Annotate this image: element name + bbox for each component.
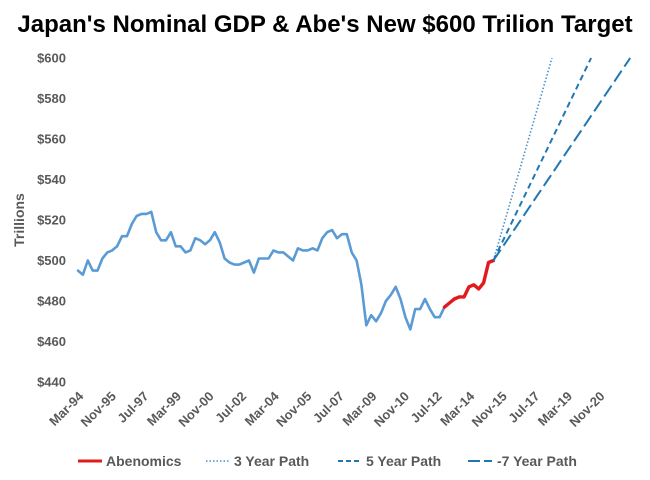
series-line-history xyxy=(76,210,446,331)
x-tick-label: Nov-10 xyxy=(371,389,412,430)
plot-area xyxy=(76,57,632,331)
y-tick-label: $540 xyxy=(37,172,66,187)
y-tick-label: $480 xyxy=(37,294,66,309)
x-tick-label: Nov-95 xyxy=(78,389,119,430)
x-tick-label: Nov-20 xyxy=(566,389,607,430)
legend: Abenomics 3 Year Path 5 Year Path -7 Yea… xyxy=(78,453,577,469)
y-tick-label: $500 xyxy=(37,253,66,268)
y-axis: $440 $460 $480 $500 $520 $540 $560 $580 $600 xyxy=(37,51,66,390)
chart-title: Japan's Nominal GDP & Abe's New $600 Tri… xyxy=(17,11,632,38)
y-axis-label: Trillions xyxy=(11,193,27,247)
legend-label-3-year: 3 Year Path xyxy=(234,453,309,469)
x-tick-label: Nov-15 xyxy=(469,389,510,430)
series-line-path3 xyxy=(492,57,553,261)
series-line-abenomics xyxy=(442,258,496,309)
legend-label-5-year: 5 Year Path xyxy=(366,453,441,469)
y-tick-label: $560 xyxy=(37,132,66,147)
y-tick-label: $460 xyxy=(37,334,66,349)
y-tick-label: $600 xyxy=(37,51,66,66)
y-tick-label: $520 xyxy=(37,213,66,228)
legend-label-abenomics: Abenomics xyxy=(106,453,182,469)
series-line-path5 xyxy=(492,57,593,261)
series-line-path7 xyxy=(492,57,632,262)
legend-label-7-year: -7 Year Path xyxy=(497,453,577,469)
y-tick-label: $440 xyxy=(37,375,66,390)
x-tick-label: Nov-00 xyxy=(175,389,216,430)
x-axis: Mar-94Nov-95Jul-97Mar-99Nov-00Jul-02Mar-… xyxy=(46,388,608,430)
x-tick-label: Nov-05 xyxy=(273,389,314,430)
y-tick-label: $580 xyxy=(37,91,66,106)
